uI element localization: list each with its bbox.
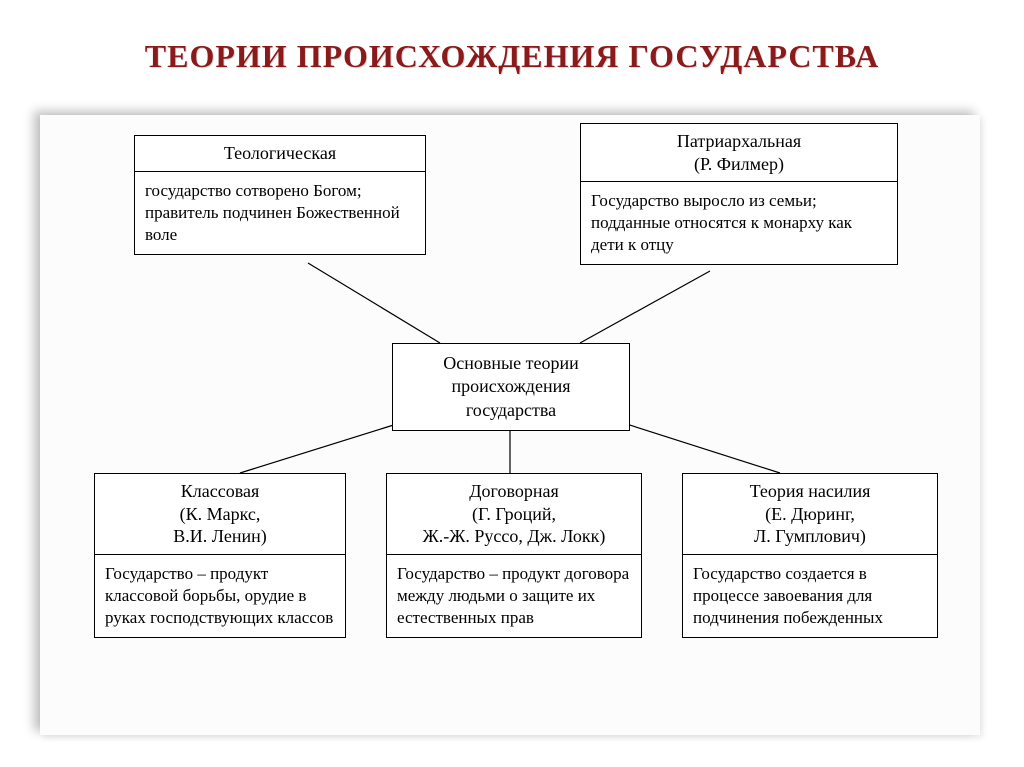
node-header: Патриархальная(Р. Филмер) [581,124,897,182]
node-theological: Теологическаягосударство сотворено Богом… [134,135,426,255]
node-violence: Теория насилия(Е. Дюринг,Л. Гумплович)Го… [682,473,938,638]
node-header: Классовая(К. Маркс,В.И. Ленин) [95,474,345,555]
edge-center-theological [308,263,440,343]
node-header: Договорная(Г. Гроций,Ж.-Ж. Руссо, Дж. Ло… [387,474,641,555]
diagram-frame: Основные теории происхождения государств… [40,115,980,735]
node-description: государство сотворено Богом; правитель п… [135,172,425,254]
center-node-label: Основные теории происхождения государств… [443,353,578,420]
node-class: Классовая(К. Маркс,В.И. Ленин)Государств… [94,473,346,638]
page-title: ТЕОРИИ ПРОИСХОЖДЕНИЯ ГОСУДАРСТВА [0,38,1024,75]
node-patriarchal: Патриархальная(Р. Филмер)Государство выр… [580,123,898,265]
node-contract: Договорная(Г. Гроций,Ж.-Ж. Руссо, Дж. Ло… [386,473,642,638]
node-description: Государство создается в процессе завоева… [683,555,937,637]
node-description: Государство выросло из семьи; подданные … [581,182,897,264]
node-header: Теория насилия(Е. Дюринг,Л. Гумплович) [683,474,937,555]
edge-center-patriarchal [580,271,710,343]
node-header: Теологическая [135,136,425,172]
node-description: Государство – продукт классовой борьбы, … [95,555,345,637]
center-node: Основные теории происхождения государств… [392,343,630,431]
slide: ТЕОРИИ ПРОИСХОЖДЕНИЯ ГОСУДАРСТВА Основны… [0,0,1024,767]
node-description: Государство – продукт договора между люд… [387,555,641,637]
